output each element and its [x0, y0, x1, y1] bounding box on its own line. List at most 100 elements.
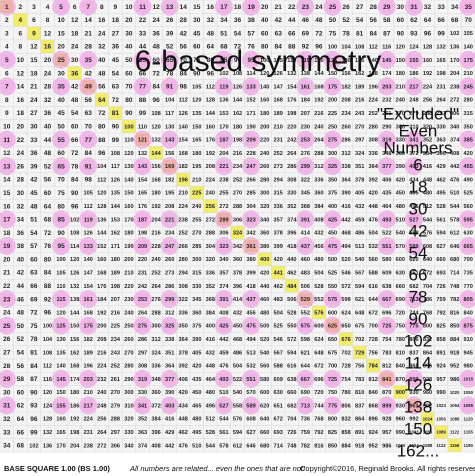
table-cell: 30	[3, 389, 11, 396]
table-cell: 99	[437, 30, 445, 37]
table-cell: 1024	[423, 416, 433, 421]
table-cell: 170	[450, 58, 459, 64]
table-cell: 589	[246, 403, 255, 409]
table-cell: 60	[30, 256, 38, 263]
highlight-circle	[377, 130, 396, 149]
excluded-number: 150	[404, 419, 432, 438]
highlight-circle	[242, 396, 261, 415]
table-cell: 255	[219, 191, 228, 197]
table-cell: 360	[260, 231, 269, 237]
table-cell: 308	[138, 364, 147, 370]
table-cell: 256	[206, 204, 215, 210]
table-cell: 285	[192, 244, 201, 250]
table-cell: 1050	[463, 390, 473, 395]
table-cell: 336	[151, 364, 160, 370]
table-cell: 168	[179, 151, 188, 157]
table-cell: 782	[301, 443, 310, 449]
table-cell: 280	[260, 177, 269, 183]
table-cell: 20	[261, 4, 269, 11]
table-cell: 616	[287, 364, 296, 370]
table-cell: 300	[151, 324, 160, 330]
table-cell: 90	[57, 230, 65, 237]
table-cell: 264	[436, 98, 446, 104]
table-cell: 728	[369, 337, 378, 343]
highlight-circle	[160, 369, 179, 388]
table-cell: 260	[260, 164, 269, 170]
table-cell: 560	[260, 364, 269, 370]
table-cell: 528	[206, 430, 215, 436]
table-cell: 527	[409, 217, 418, 223]
table-cell: 276	[301, 151, 310, 157]
highlight-circle	[296, 50, 315, 69]
table-cell: 207	[301, 111, 310, 117]
table-cell: 195	[192, 164, 201, 170]
highlight-circle	[160, 77, 179, 96]
table-cell: 720	[314, 390, 323, 396]
table-cell: 330	[287, 191, 296, 197]
table-cell: 378	[179, 350, 188, 356]
table-cell: 119	[219, 84, 228, 90]
table-cell: 506	[301, 284, 310, 290]
table-cell: 756	[355, 364, 364, 370]
highlight-circle	[79, 396, 98, 415]
table-cell: 480	[260, 310, 269, 316]
highlight-circle	[323, 369, 342, 388]
table-cell: 594	[233, 430, 243, 436]
table-cell: 754	[341, 377, 351, 383]
table-cell: 120	[70, 257, 79, 263]
table-cell: 340	[450, 124, 459, 130]
table-cell: 168	[84, 310, 93, 316]
table-cell: 340	[260, 217, 269, 223]
table-cell: 754	[382, 337, 392, 343]
table-cell: 377	[165, 377, 174, 383]
table-cell: 66	[30, 283, 38, 290]
table-cell: 408	[151, 443, 160, 449]
table-cell: 248	[409, 98, 418, 104]
table-cell: 29	[383, 4, 391, 11]
table-cell: 230	[124, 297, 133, 303]
table-cell: 48	[17, 310, 25, 317]
table-cell: 495	[436, 191, 445, 197]
excluded-number: 30	[409, 199, 428, 218]
table-cell: 168	[70, 364, 79, 370]
highlight-circle	[214, 396, 233, 415]
table-cell: 182	[84, 337, 93, 343]
table-cell: 108	[233, 71, 242, 77]
table-cell: 152	[246, 98, 255, 104]
table-cell: 72	[98, 110, 106, 117]
table-cell: 725	[382, 324, 391, 330]
table-cell: 408	[219, 310, 228, 316]
highlight-circle	[52, 210, 71, 229]
highlight-circle	[0, 290, 16, 309]
table-cell: 135	[192, 111, 201, 117]
table-cell: 27	[3, 350, 11, 357]
table-cell: 408	[314, 217, 323, 223]
table-cell: 372	[151, 403, 160, 409]
table-cell: 80	[44, 256, 52, 263]
table-cell: 1054	[409, 443, 419, 448]
table-cell: 154	[287, 84, 297, 90]
table-cell: 360	[233, 257, 242, 263]
table-cell: 399	[274, 244, 283, 250]
table-cell: 420	[464, 151, 473, 157]
table-cell: 11	[3, 137, 10, 144]
table-cell: 300	[260, 191, 269, 197]
table-cell: 170	[219, 124, 228, 130]
table-cell: 27	[30, 110, 38, 117]
table-cell: 256	[97, 417, 106, 423]
table-cell: 360	[192, 310, 201, 316]
table-cell: 224	[97, 364, 107, 370]
table-cell: 432	[206, 350, 215, 356]
highlight-circle	[242, 77, 261, 96]
diagonal-cell	[203, 199, 218, 213]
table-cell: 336	[179, 310, 188, 316]
table-cell: 12	[3, 150, 11, 157]
table-cell: 221	[219, 164, 228, 170]
table-cell: 665	[464, 244, 473, 250]
table-cell: 44	[44, 137, 52, 144]
table-cell: 240	[192, 204, 201, 210]
table-cell: 28	[180, 17, 188, 24]
table-cell: 432	[355, 204, 364, 210]
table-cell: 154	[179, 138, 189, 144]
table-cell: 234	[341, 111, 351, 117]
